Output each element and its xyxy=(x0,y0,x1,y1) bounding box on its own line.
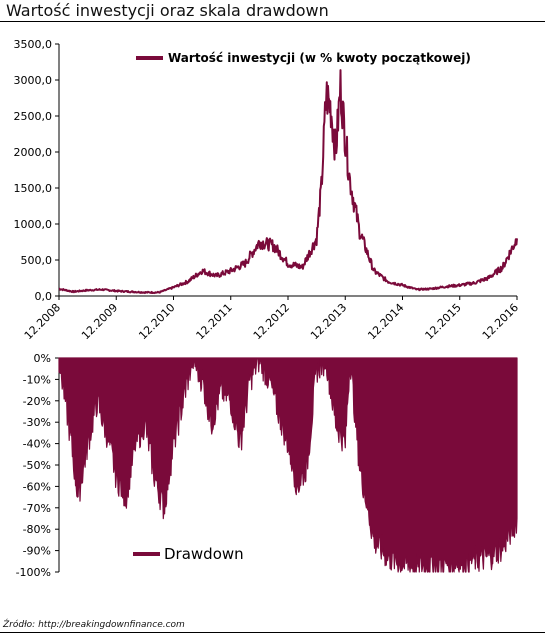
y-tick-label: 500,0 xyxy=(21,254,53,267)
y-tick-label: -50% xyxy=(23,459,51,472)
x-tick-label: 12.2011 xyxy=(194,301,235,342)
legend-label-drawdown: Drawdown xyxy=(164,545,244,563)
drawdown-area xyxy=(58,357,518,573)
bottom-divider xyxy=(0,632,545,633)
y-tick-label: 1500,0 xyxy=(14,182,53,195)
y-tick-label: -40% xyxy=(23,438,51,451)
y-tick-label: -20% xyxy=(23,395,51,408)
y-tick-label: 2000,0 xyxy=(14,146,53,159)
y-tick-label: -30% xyxy=(23,416,51,429)
y-tick-label: -80% xyxy=(23,523,51,536)
y-tick-label: -70% xyxy=(23,502,51,515)
y-tick-label: 2500,0 xyxy=(14,110,53,123)
x-tick-label: 12.2009 xyxy=(79,301,120,342)
x-tick-label: 12.2016 xyxy=(480,301,521,342)
y-tick-label: 0% xyxy=(34,352,51,365)
y-tick-label: -100% xyxy=(16,566,51,579)
x-tick-label: 12.2008 xyxy=(22,301,63,342)
legend-label-investment: Wartość inwestycji (w % kwoty początkowe… xyxy=(168,51,471,65)
y-tick-label: 1000,0 xyxy=(14,218,53,231)
x-tick-label: 12.2014 xyxy=(365,301,406,342)
y-tick-label: -10% xyxy=(23,373,51,386)
x-tick-label: 12.2015 xyxy=(423,301,464,342)
y-tick-label: -60% xyxy=(23,480,51,493)
x-tick-label: 12.2010 xyxy=(136,301,177,342)
y-tick-label: 0,0 xyxy=(35,290,53,303)
y-tick-label: 3000,0 xyxy=(14,74,53,87)
title-divider xyxy=(0,21,545,22)
y-tick-label: -90% xyxy=(23,545,51,558)
x-tick-label: 12.2012 xyxy=(251,301,292,342)
chart-title: Wartość inwestycji oraz skala drawdown xyxy=(6,1,329,20)
investment-value-line xyxy=(58,69,518,295)
y-tick-label: 3500,0 xyxy=(14,38,53,51)
x-tick-label: 12.2013 xyxy=(308,301,349,342)
source-note: Źródło: http://breakingdownfinance.com xyxy=(3,620,185,630)
